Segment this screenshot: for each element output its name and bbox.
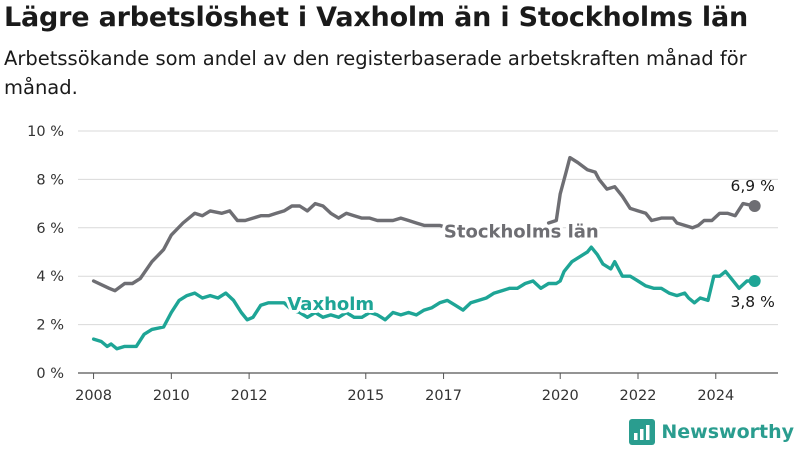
label-layer: 6,9 % 3,8 % Stockholms län Vaxholm xyxy=(284,177,775,318)
x-tick-label: 2012 xyxy=(231,388,268,404)
y-tick-label: 4 % xyxy=(36,269,64,285)
y-tick-label: 6 % xyxy=(36,221,64,237)
x-tick-label: 2015 xyxy=(347,388,384,404)
end-point-stockholms-län xyxy=(748,200,761,213)
series-line-stockholms-län xyxy=(91,155,757,293)
end-point-vaxholm xyxy=(748,275,761,288)
end-value-label-vaxholm: 3,8 % xyxy=(731,293,775,311)
y-tick-label: 2 % xyxy=(36,318,64,334)
y-axis: 0 % 2 % 4 % 6 % 8 % 10 % xyxy=(27,124,64,382)
x-tick-label: 2022 xyxy=(620,388,657,404)
end-value-label-stockholms-län: 6,9 % xyxy=(731,177,775,195)
x-tick-label: 2010 xyxy=(153,388,190,404)
y-tick-label: 8 % xyxy=(36,172,64,188)
chart-title: Lägre arbetslöshet i Vaxholm än i Stockh… xyxy=(4,2,749,33)
brand-logo: Newsworthy xyxy=(629,419,794,445)
series-layer xyxy=(91,155,761,351)
x-axis: 2008 2010 2012 2015 2017 2020 2022 2024 xyxy=(75,373,734,404)
x-tick-label: 2024 xyxy=(697,388,734,404)
x-tick-label: 2017 xyxy=(425,388,462,404)
x-tick-label: 2020 xyxy=(542,388,579,404)
x-tick-label: 2008 xyxy=(75,388,112,404)
chart-subtitle: Arbetssökande som andel av den registerb… xyxy=(4,47,747,99)
y-tick-label: 10 % xyxy=(27,124,64,140)
brand-name: Newsworthy xyxy=(661,421,794,443)
series-name-label-vaxholm: Vaxholm xyxy=(287,294,374,315)
grid-lines xyxy=(78,130,778,374)
newsworthy-logo-icon xyxy=(629,419,656,445)
series-line-vaxholm xyxy=(91,245,757,351)
y-tick-label: 0 % xyxy=(36,366,64,382)
series-name-label-stockholms-län: Stockholms län xyxy=(444,221,599,242)
